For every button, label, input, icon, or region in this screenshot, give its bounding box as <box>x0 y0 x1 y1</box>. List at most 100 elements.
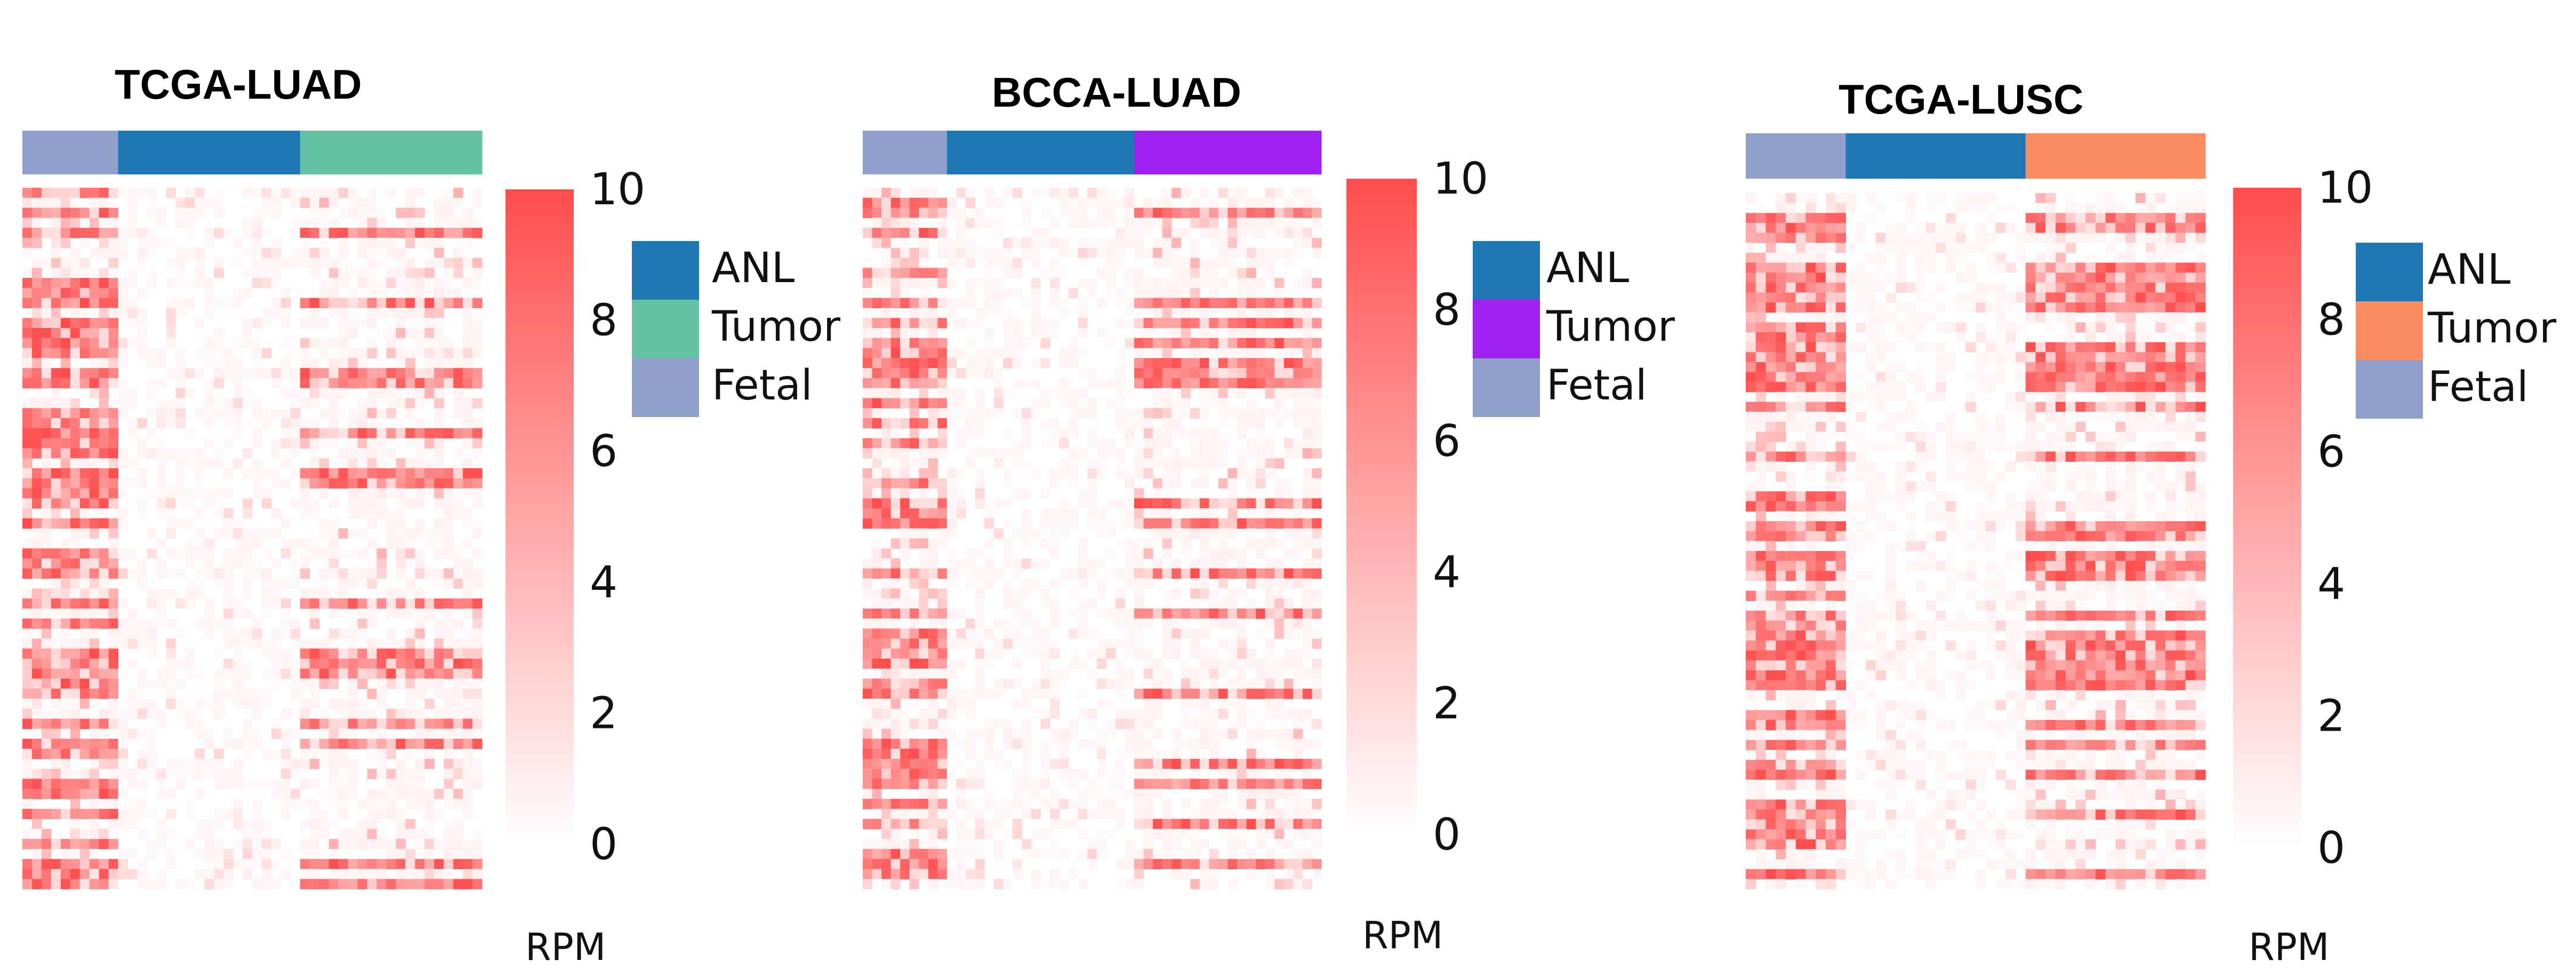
heatmap-cell <box>1153 558 1163 569</box>
heatmap-cell <box>1059 798 1069 810</box>
heatmap-cell <box>1199 258 1209 268</box>
heatmap-cell <box>70 328 81 339</box>
heatmap-cell <box>195 708 205 719</box>
heatmap-cell <box>1755 730 1767 740</box>
heatmap-cell <box>890 688 901 699</box>
heatmap-cell <box>367 768 378 779</box>
heatmap-cell <box>881 869 892 879</box>
heatmap-cell <box>357 398 368 409</box>
heatmap-cell <box>1115 258 1126 268</box>
heatmap-cell <box>386 488 396 499</box>
heatmap-cell <box>204 879 214 890</box>
heatmap-cell <box>946 568 957 579</box>
heatmap-cell <box>261 528 272 539</box>
heatmap-cell <box>1312 538 1322 549</box>
heatmap-cell <box>386 468 396 479</box>
heatmap-cell <box>348 418 358 429</box>
heatmap-cell <box>1227 879 1238 890</box>
heatmap-cell <box>937 247 948 259</box>
heatmap-cell <box>1181 568 1191 579</box>
heatmap-cell <box>1274 628 1285 639</box>
heatmap-cell <box>223 728 234 739</box>
heatmap-cell <box>22 338 33 349</box>
heatmap-cell <box>1312 688 1322 699</box>
heatmap-cell <box>252 848 262 860</box>
heatmap-cell <box>214 328 224 339</box>
heatmap-cell <box>415 718 425 730</box>
heatmap-cell <box>357 508 368 519</box>
heatmap-cell <box>60 408 71 419</box>
heatmap-cell <box>937 848 948 860</box>
heatmap-cell <box>1115 518 1126 529</box>
heatmap-cell <box>300 848 310 860</box>
heatmap-cell <box>1746 630 1756 641</box>
heatmap-cell <box>1218 789 1229 799</box>
heatmap-cell <box>1162 278 1172 289</box>
heatmap-cell <box>1199 478 1209 489</box>
heatmap-cell <box>328 228 339 238</box>
heatmap-cell <box>261 839 272 850</box>
heatmap-cell <box>1134 869 1144 879</box>
heatmap-cell <box>1237 658 1247 669</box>
heatmap-cell <box>1246 568 1256 579</box>
heatmap-cell <box>1040 708 1050 719</box>
heatmap-cell <box>1012 348 1022 358</box>
heatmap-cell <box>453 678 463 689</box>
heatmap-cell <box>1190 598 1200 609</box>
heatmap-cell <box>1766 869 1776 879</box>
heatmap-cell <box>1274 598 1285 609</box>
heatmap-cell <box>1209 498 1219 509</box>
heatmap-cell <box>1181 739 1191 749</box>
heatmap-cell <box>1302 478 1313 489</box>
heatmap-cell <box>376 328 387 339</box>
heatmap-cell <box>863 468 873 479</box>
heatmap-cell <box>41 318 52 329</box>
heatmap-cell <box>338 458 349 469</box>
heatmap-cell <box>70 287 81 299</box>
heatmap-cell <box>1256 768 1266 779</box>
heatmap-cell <box>166 528 176 539</box>
heatmap-cell <box>1256 808 1266 820</box>
heatmap-cell <box>290 388 301 399</box>
heatmap-cell <box>99 428 109 439</box>
heatmap-cell <box>89 438 100 449</box>
heatmap-cell <box>1302 438 1313 449</box>
heatmap-cell <box>453 298 463 309</box>
heatmap-cell <box>1040 688 1050 699</box>
heatmap-cell <box>975 548 985 559</box>
heatmap-cell <box>1218 247 1229 259</box>
heatmap-cell <box>1125 749 1135 759</box>
heatmap-cell <box>928 699 938 709</box>
heatmap-cell <box>223 298 234 309</box>
heatmap-cell <box>463 338 473 349</box>
heatmap-cell <box>118 358 129 369</box>
heatmap-cell <box>1302 298 1313 309</box>
heatmap-cell <box>434 839 444 850</box>
heatmap-cell <box>890 488 901 499</box>
heatmap-cell <box>79 859 90 870</box>
heatmap-cell <box>1755 352 1767 363</box>
heatmap-cell <box>70 458 81 469</box>
heatmap-cell <box>405 668 415 679</box>
heatmap-cell <box>108 207 119 218</box>
heatmap-cell <box>99 218 109 228</box>
heatmap-cell <box>1190 829 1200 839</box>
heatmap-cell <box>1785 292 1796 303</box>
color-scale-tick-label: 10 <box>590 164 645 215</box>
heatmap-cell <box>1171 848 1182 860</box>
heatmap-cell <box>1003 718 1013 730</box>
heatmap-cell <box>156 608 166 619</box>
heatmap-cell <box>453 508 463 519</box>
heatmap-cell <box>108 318 119 329</box>
heatmap-cell <box>108 247 119 259</box>
heatmap-cell <box>1766 819 1776 830</box>
heatmap-cell <box>328 368 339 379</box>
heatmap-cell <box>1031 528 1041 539</box>
heatmap-cell <box>863 699 873 709</box>
heatmap-cell <box>890 819 901 829</box>
heatmap-cell <box>309 839 320 850</box>
heatmap-cell <box>1256 338 1266 349</box>
heatmap-cell <box>41 468 52 479</box>
heatmap-cell <box>118 869 129 879</box>
heatmap-cell <box>984 568 994 579</box>
